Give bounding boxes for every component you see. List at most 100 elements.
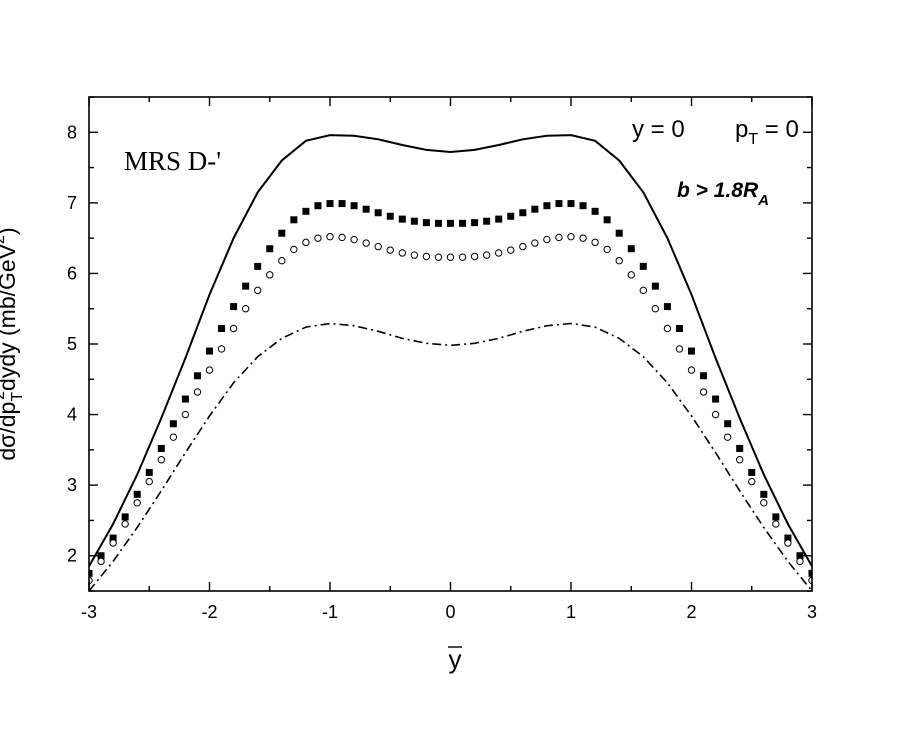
filled-square-point	[121, 513, 129, 521]
filled-square-point	[483, 217, 491, 225]
filled-square-point	[157, 444, 165, 452]
filled-square-point	[748, 468, 756, 476]
open-circle-point	[241, 305, 250, 313]
open-circle-point	[217, 345, 226, 353]
open-circle-point	[121, 520, 129, 528]
x-tick-label: 0	[445, 602, 455, 622]
open-circle-point	[711, 410, 720, 419]
x-tick-label: -1	[322, 602, 338, 622]
filled-square-point	[266, 245, 274, 253]
filled-square-point	[97, 552, 105, 560]
open-circle-point	[760, 499, 768, 507]
open-circle-point	[458, 253, 467, 261]
open-circle-point	[290, 245, 298, 254]
open-circle-point	[229, 324, 238, 333]
x-tick-label: -3	[81, 602, 97, 622]
open-circle-point	[639, 286, 647, 295]
filled-square-point	[314, 202, 322, 210]
open-circle-point	[410, 251, 419, 259]
y-tick-label: 6	[67, 263, 77, 283]
open-circle-point	[519, 242, 527, 251]
open-circle-point	[663, 324, 672, 333]
open-circle-point	[699, 388, 708, 396]
filled-square-point	[519, 209, 527, 217]
series-line-solid	[89, 134, 812, 567]
filled-square-point	[193, 372, 201, 380]
filled-square-point	[591, 207, 599, 215]
filled-square-point	[290, 216, 298, 224]
y-tick-label: 5	[67, 334, 77, 354]
kinematics-y-label: y = 0	[632, 116, 685, 143]
open-circle-point	[350, 235, 358, 244]
y-axis-title: dσ/dpT2dydy (mb/GeV2)	[0, 227, 26, 460]
x-tick-label: -2	[201, 602, 217, 622]
open-circle-point	[434, 253, 443, 261]
filled-square-point	[422, 219, 430, 227]
filled-square-point	[651, 282, 659, 290]
filled-square-point	[471, 219, 479, 227]
svg-text:y: y	[449, 644, 462, 674]
series-line-dash-dot	[89, 322, 812, 591]
filled-square-point	[145, 468, 153, 476]
open-circle-point	[386, 246, 394, 254]
open-circle-point	[675, 345, 684, 353]
open-circle-point	[302, 238, 310, 247]
open-circle-point	[748, 477, 756, 486]
open-circle-point	[398, 249, 406, 257]
y-tick-label: 4	[67, 405, 77, 425]
filled-square-point	[230, 303, 238, 311]
open-circle-point	[495, 249, 503, 257]
open-circle-point	[338, 233, 346, 242]
filled-square-point	[772, 513, 780, 521]
x-tick-label: 1	[566, 602, 576, 622]
open-circle-point	[627, 271, 635, 279]
filled-square-point	[410, 217, 418, 225]
filled-square-point	[567, 200, 575, 208]
filled-square-point	[579, 202, 587, 210]
open-circle-point	[314, 234, 322, 242]
x-tick-label: 2	[686, 602, 696, 622]
open-circle-point	[181, 410, 190, 419]
filled-square-point	[700, 372, 708, 380]
open-circle-point	[422, 252, 431, 261]
open-circle-point	[97, 557, 105, 566]
open-circle-point	[796, 557, 804, 566]
filled-square-point	[555, 200, 563, 208]
x-axis-title: y	[448, 644, 462, 674]
model-label: MRS D-'	[124, 146, 221, 176]
filled-square-point	[543, 202, 551, 210]
filled-square-point	[362, 205, 370, 213]
x-tick-label: 3	[807, 602, 817, 622]
open-circle-point	[603, 245, 611, 254]
filled-square-point	[507, 212, 515, 220]
filled-square-point	[338, 200, 346, 208]
open-circle-point	[555, 233, 563, 242]
filled-square-point	[434, 219, 442, 227]
filled-square-point	[615, 229, 623, 237]
open-circle-point	[772, 520, 780, 528]
filled-square-point	[133, 490, 141, 498]
filled-square-point	[386, 212, 394, 220]
open-circle-point	[133, 499, 141, 507]
y-tick-label: 2	[67, 546, 77, 566]
filled-square-point	[459, 219, 467, 227]
filled-square-point	[109, 534, 117, 542]
filled-square-point	[688, 347, 695, 355]
filled-square-point	[627, 245, 635, 253]
filled-square-point	[242, 282, 250, 290]
filled-square-point	[447, 219, 454, 227]
open-circle-point	[615, 257, 623, 265]
filled-square-point	[796, 552, 804, 560]
filled-square-point	[736, 444, 744, 452]
open-circle-point	[109, 539, 117, 547]
filled-square-point	[89, 569, 93, 577]
filled-square-point	[603, 216, 611, 224]
filled-square-point	[808, 569, 812, 577]
open-circle-point	[266, 271, 274, 279]
open-circle-point	[205, 366, 214, 374]
filled-square-point	[495, 215, 503, 223]
open-circle-point	[543, 235, 551, 244]
y-tick-label: 7	[67, 193, 77, 213]
open-circle-point	[157, 456, 166, 464]
